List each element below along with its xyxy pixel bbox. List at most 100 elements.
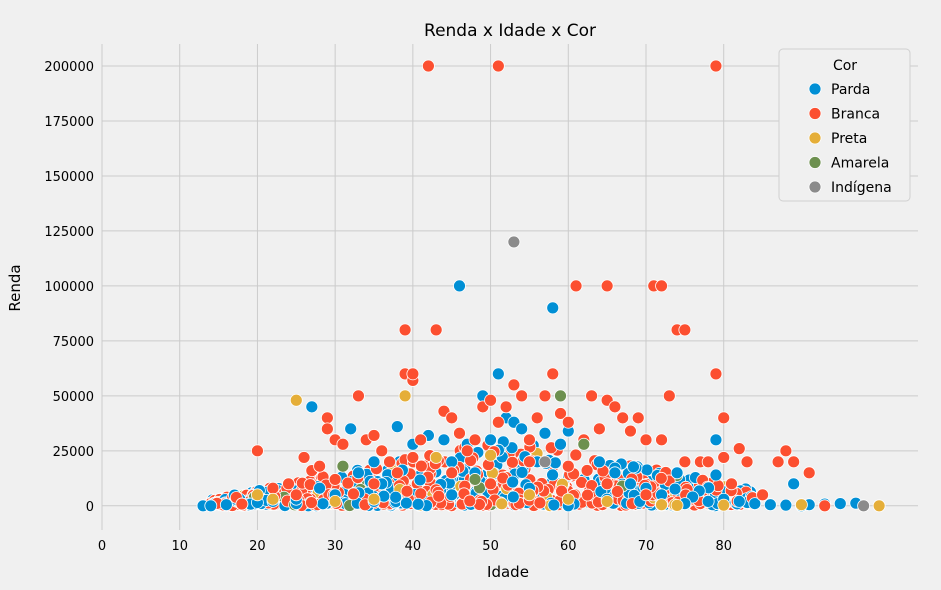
scatter-point-parda	[538, 426, 552, 440]
scatter-point-parda	[445, 455, 459, 469]
y-tick-label: 125000	[44, 225, 94, 240]
scatter-point-parda	[445, 488, 459, 502]
scatter-point-branca	[585, 389, 598, 403]
scatter-point-branca	[624, 424, 637, 438]
scatter-point-branca	[383, 455, 396, 469]
scatter-point-branca	[398, 323, 412, 337]
scatter-point-parda	[367, 455, 381, 469]
scatter-point-branca	[787, 455, 801, 469]
y-tick-label: 175000	[44, 115, 94, 130]
legend-label: Preta	[831, 131, 867, 147]
scatter-point-branca	[678, 323, 692, 337]
scatter-point-amarela	[336, 459, 350, 473]
scatter-point-branca	[406, 367, 420, 381]
x-tick-label: 10	[171, 539, 188, 554]
scatter-point-indígena	[857, 499, 870, 513]
data-points	[196, 59, 886, 513]
scatter-point-preta	[429, 451, 443, 464]
scatter-point-branca	[569, 279, 583, 293]
scatter-point-parda	[316, 497, 330, 511]
scatter-point-branca	[655, 433, 668, 447]
scatter-point-preta	[670, 498, 684, 512]
scatter-point-branca	[313, 459, 327, 473]
scatter-point-branca	[445, 466, 459, 480]
scatter-point-branca	[460, 444, 474, 458]
scatter-point-parda	[787, 477, 801, 491]
y-tick-label: 25000	[53, 445, 94, 460]
y-tick-label: 100000	[44, 280, 94, 295]
scatter-point-branca	[429, 323, 443, 337]
scatter-point-parda	[506, 490, 520, 504]
scatter-point-parda	[305, 400, 319, 414]
scatter-point-parda	[668, 482, 682, 496]
scatter-point-amarela	[577, 437, 591, 451]
y-tick-label: 0	[86, 500, 94, 515]
scatter-point-branca	[320, 411, 334, 425]
scatter-point-branca	[709, 367, 723, 381]
scatter-point-amarela	[468, 473, 482, 486]
chart-title: Renda x Idade x Cor	[424, 21, 596, 41]
scatter-point-branca	[592, 422, 606, 436]
scatter-point-parda	[546, 301, 560, 315]
scatter-point-branca	[725, 477, 738, 491]
scatter-point-branca	[507, 378, 521, 392]
scatter-point-branca	[611, 485, 624, 498]
scatter-point-branca	[367, 477, 381, 491]
scatter-point-branca	[554, 407, 567, 420]
scatter-point-parda	[779, 498, 793, 512]
legend-title: Cor	[833, 58, 857, 74]
scatter-point-branca	[421, 59, 435, 73]
scatter-point-branca	[506, 455, 519, 469]
scatter-point-branca	[616, 411, 630, 425]
y-tick-label: 200000	[44, 60, 94, 75]
scatter-point-parda	[748, 497, 762, 511]
scatter-point-branca	[414, 459, 428, 473]
scatter-point-parda	[399, 496, 413, 510]
scatter-point-branca	[445, 411, 459, 425]
scatter-point-preta	[251, 488, 264, 502]
scatter-point-parda	[709, 433, 723, 447]
scatter-point-parda	[515, 422, 529, 436]
scatter-point-branca	[538, 389, 552, 403]
scatter-point-branca	[732, 442, 746, 456]
legend-marker	[808, 131, 822, 145]
scatter-point-preta	[655, 498, 668, 512]
legend-label: Indígena	[831, 180, 892, 196]
scatter-point-indígena	[507, 235, 521, 249]
scatter-point-branca	[523, 433, 536, 447]
scatter-point-preta	[600, 495, 614, 508]
scatter-point-parda	[546, 468, 559, 482]
scatter-point-branca	[580, 464, 594, 477]
scatter-point-indígena	[538, 455, 552, 469]
scatter-point-branca	[390, 466, 404, 480]
scatter-point-parda	[390, 420, 404, 434]
scatter-point-branca	[523, 455, 536, 469]
scatter-point-branca	[530, 411, 544, 425]
scatter-point-parda	[411, 497, 425, 511]
scatter-point-parda	[554, 437, 567, 451]
scatter-point-branca	[561, 459, 575, 473]
scatter-point-branca	[717, 451, 731, 464]
scatter-point-preta	[495, 497, 509, 511]
scatter-point-branca	[756, 488, 769, 502]
x-tick-label: 60	[560, 539, 577, 554]
scatter-point-branca	[581, 488, 594, 502]
scatter-point-parda	[592, 455, 606, 469]
scatter-point-branca	[352, 389, 365, 403]
scatter-point-branca	[375, 444, 389, 458]
scatter-point-branca	[608, 400, 622, 414]
scatter-point-parda	[219, 498, 233, 512]
scatter-point-preta	[367, 492, 381, 506]
scatter-point-branca	[484, 477, 497, 491]
scatter-point-branca	[662, 389, 676, 403]
legend-marker	[808, 107, 822, 120]
scatter-point-parda	[701, 495, 715, 508]
scatter-point-branca	[463, 494, 477, 508]
y-tick-label: 150000	[44, 170, 94, 185]
scatter-point-branca	[655, 279, 668, 293]
scatter-point-branca	[282, 477, 295, 491]
scatter-point-branca	[654, 471, 668, 485]
legend-marker	[808, 180, 822, 194]
scatter-point-parda	[437, 433, 451, 447]
